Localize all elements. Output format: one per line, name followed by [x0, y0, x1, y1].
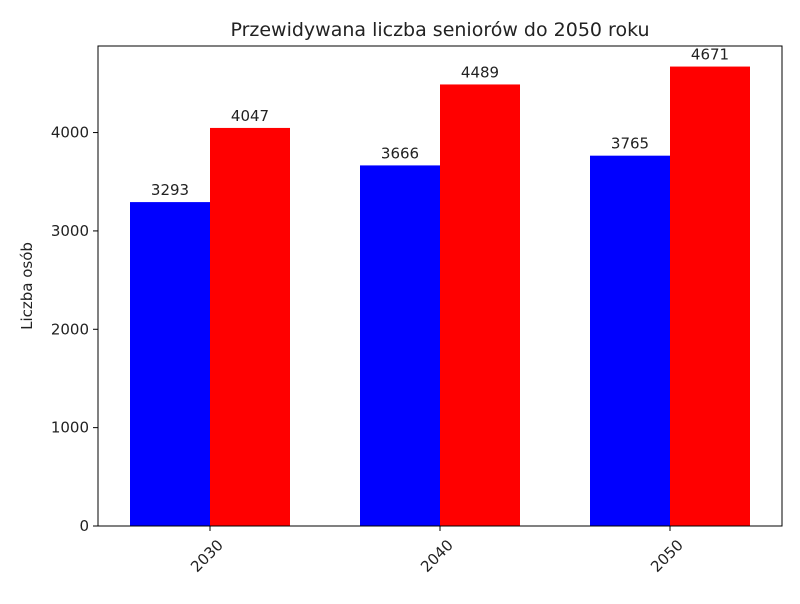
bar-series-1-2030 — [130, 202, 210, 526]
y-tick-label: 2000 — [51, 320, 89, 338]
bar-value-label: 4489 — [461, 63, 499, 81]
y-tick-label: 0 — [79, 517, 89, 535]
bar-series-2-2030 — [210, 127, 290, 527]
y-tick-label: 1000 — [51, 419, 89, 437]
bar-series-1-2050 — [590, 155, 670, 527]
x-tick-label: 2040 — [417, 536, 457, 576]
y-axis-label: Liczba osób — [18, 242, 36, 330]
x-tick-label: 2050 — [647, 536, 687, 576]
plot-area: 3293 3666 3765 4047 4489 4671 0 1000 2000 3000 400… — [51, 45, 783, 576]
bar-series-1-2040 — [360, 165, 440, 526]
bar-series-2-2050 — [670, 66, 750, 527]
x-tick-label: 2030 — [187, 536, 227, 576]
bar-series-2-2040 — [440, 84, 520, 526]
chart-title: Przewidywana liczba seniorów do 2050 rok… — [230, 19, 649, 41]
bar-value-label: 4047 — [231, 107, 269, 125]
bar-value-label: 3765 — [611, 135, 649, 153]
y-tick-label: 4000 — [51, 124, 89, 142]
bar-value-label: 3293 — [151, 181, 189, 199]
y-tick-label: 3000 — [51, 222, 89, 240]
bar-value-label: 4671 — [691, 46, 729, 64]
bar-value-label: 3666 — [381, 144, 419, 162]
